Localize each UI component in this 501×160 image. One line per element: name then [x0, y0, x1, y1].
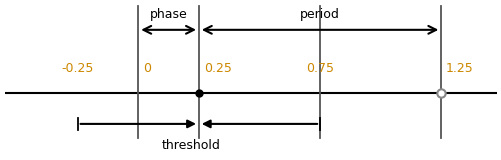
Text: phase: phase: [149, 8, 187, 21]
Text: 0.75: 0.75: [306, 62, 333, 75]
Text: 1.25: 1.25: [445, 62, 473, 75]
Text: 0.25: 0.25: [203, 62, 231, 75]
Text: -0.25: -0.25: [62, 62, 94, 75]
Text: 0: 0: [143, 62, 151, 75]
Text: period: period: [300, 8, 339, 21]
Text: threshold: threshold: [162, 139, 220, 152]
